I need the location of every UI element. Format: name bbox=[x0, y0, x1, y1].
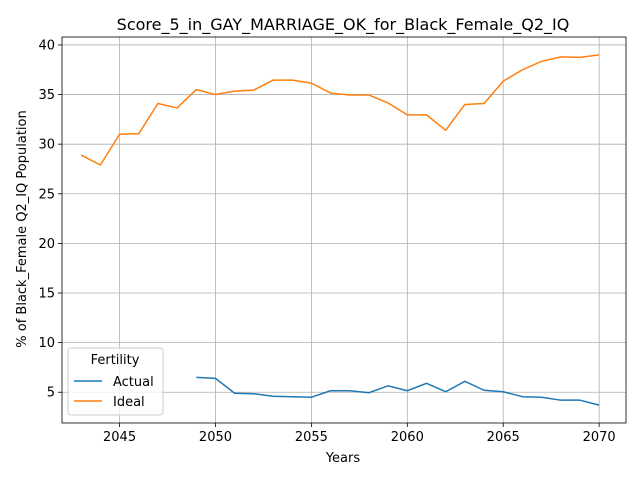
x-axis-label: Years bbox=[325, 451, 361, 466]
y-tick-label: 30 bbox=[38, 138, 55, 153]
y-tick-label: 10 bbox=[38, 336, 55, 351]
x-tick-label: 2045 bbox=[103, 430, 136, 445]
y-tick-label: 5 bbox=[47, 386, 55, 401]
y-tick-label: 15 bbox=[38, 287, 55, 302]
y-tick-label: 35 bbox=[38, 88, 55, 103]
y-tick-label: 25 bbox=[38, 187, 55, 202]
chart-title: Score_5_in_GAY_MARRIAGE_OK_for_Black_Fem… bbox=[117, 15, 570, 35]
series-lines bbox=[80, 54, 600, 406]
x-tick-label: 2060 bbox=[391, 430, 424, 445]
plot-frame bbox=[61, 36, 627, 424]
y-tick-label: 40 bbox=[38, 38, 55, 53]
legend-frame bbox=[67, 347, 164, 416]
ticks: 2045 2050 2055 2060 2065 2070 5 10 15 20 25 30 35 40 bbox=[38, 38, 615, 445]
legend-title: Fertility bbox=[91, 353, 140, 368]
legend-label-ideal: Ideal bbox=[113, 395, 145, 410]
y-tick-label: 20 bbox=[38, 237, 55, 252]
axes bbox=[61, 36, 627, 424]
series-line-ideal bbox=[80, 54, 600, 166]
series-line-actual bbox=[196, 376, 600, 406]
x-tick-label: 2050 bbox=[199, 430, 232, 445]
legend: Fertility Actual Ideal bbox=[67, 347, 164, 416]
x-tick-label: 2055 bbox=[295, 430, 328, 445]
legend-label-actual: Actual bbox=[113, 375, 154, 390]
x-tick-label: 2070 bbox=[583, 430, 616, 445]
x-tick-label: 2065 bbox=[487, 430, 520, 445]
y-axis-label: % of Black_Female Q2_IQ Population bbox=[15, 110, 30, 347]
